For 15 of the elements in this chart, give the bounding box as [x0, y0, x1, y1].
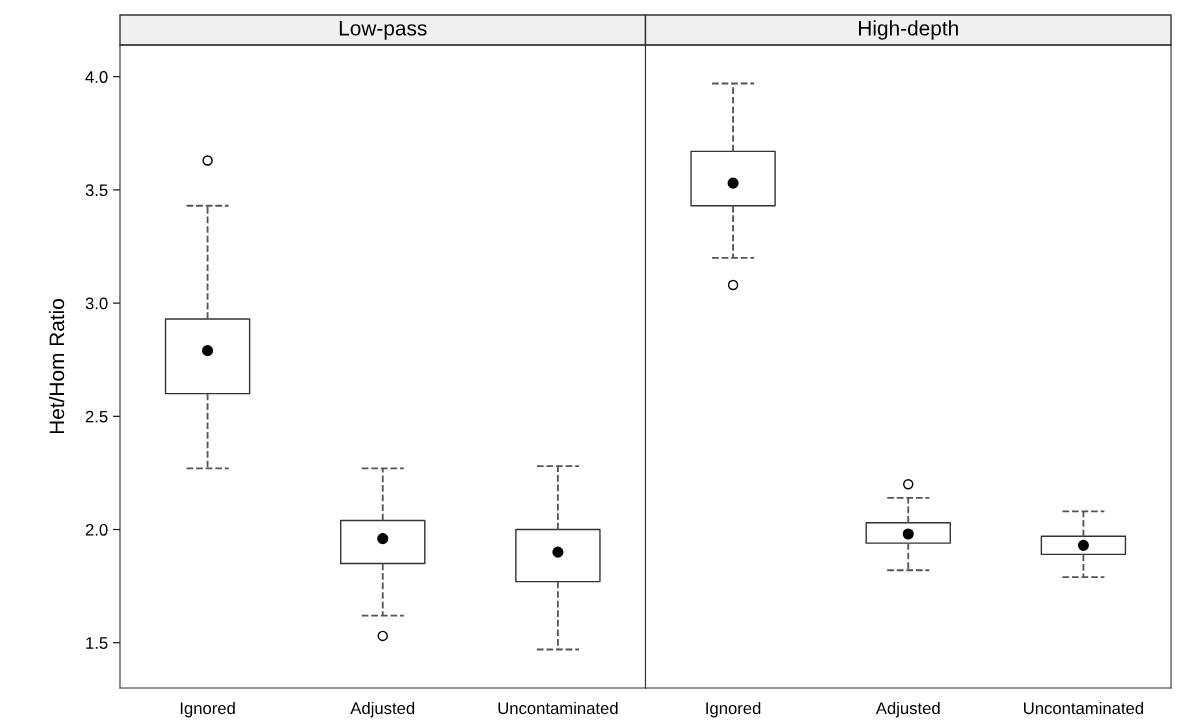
- y-tick-label: 3.5: [85, 184, 108, 197]
- y-tick-label: 2.5: [85, 410, 108, 423]
- y-tick-label: 1.5: [86, 637, 108, 649]
- x-tick-label: Ignored: [180, 701, 235, 718]
- x-tick-label: Ignored: [706, 701, 761, 718]
- y-tick-label: 4.0: [85, 71, 108, 83]
- y-axis-title: Het/Hom Ratio: [48, 299, 65, 434]
- x-tick-label: Uncontaminated: [498, 701, 618, 715]
- x-tick-label: Uncontaminated: [1024, 701, 1144, 715]
- y-tick-label: 2.0: [85, 523, 108, 536]
- chart-title: Low-pass: [339, 21, 427, 40]
- y-tick-label: 3.0: [85, 297, 108, 310]
- x-tick-label: Adjusted: [350, 701, 415, 718]
- x-tick-label: Adjusted: [875, 701, 940, 718]
- chart-title: High-depth: [859, 20, 958, 40]
